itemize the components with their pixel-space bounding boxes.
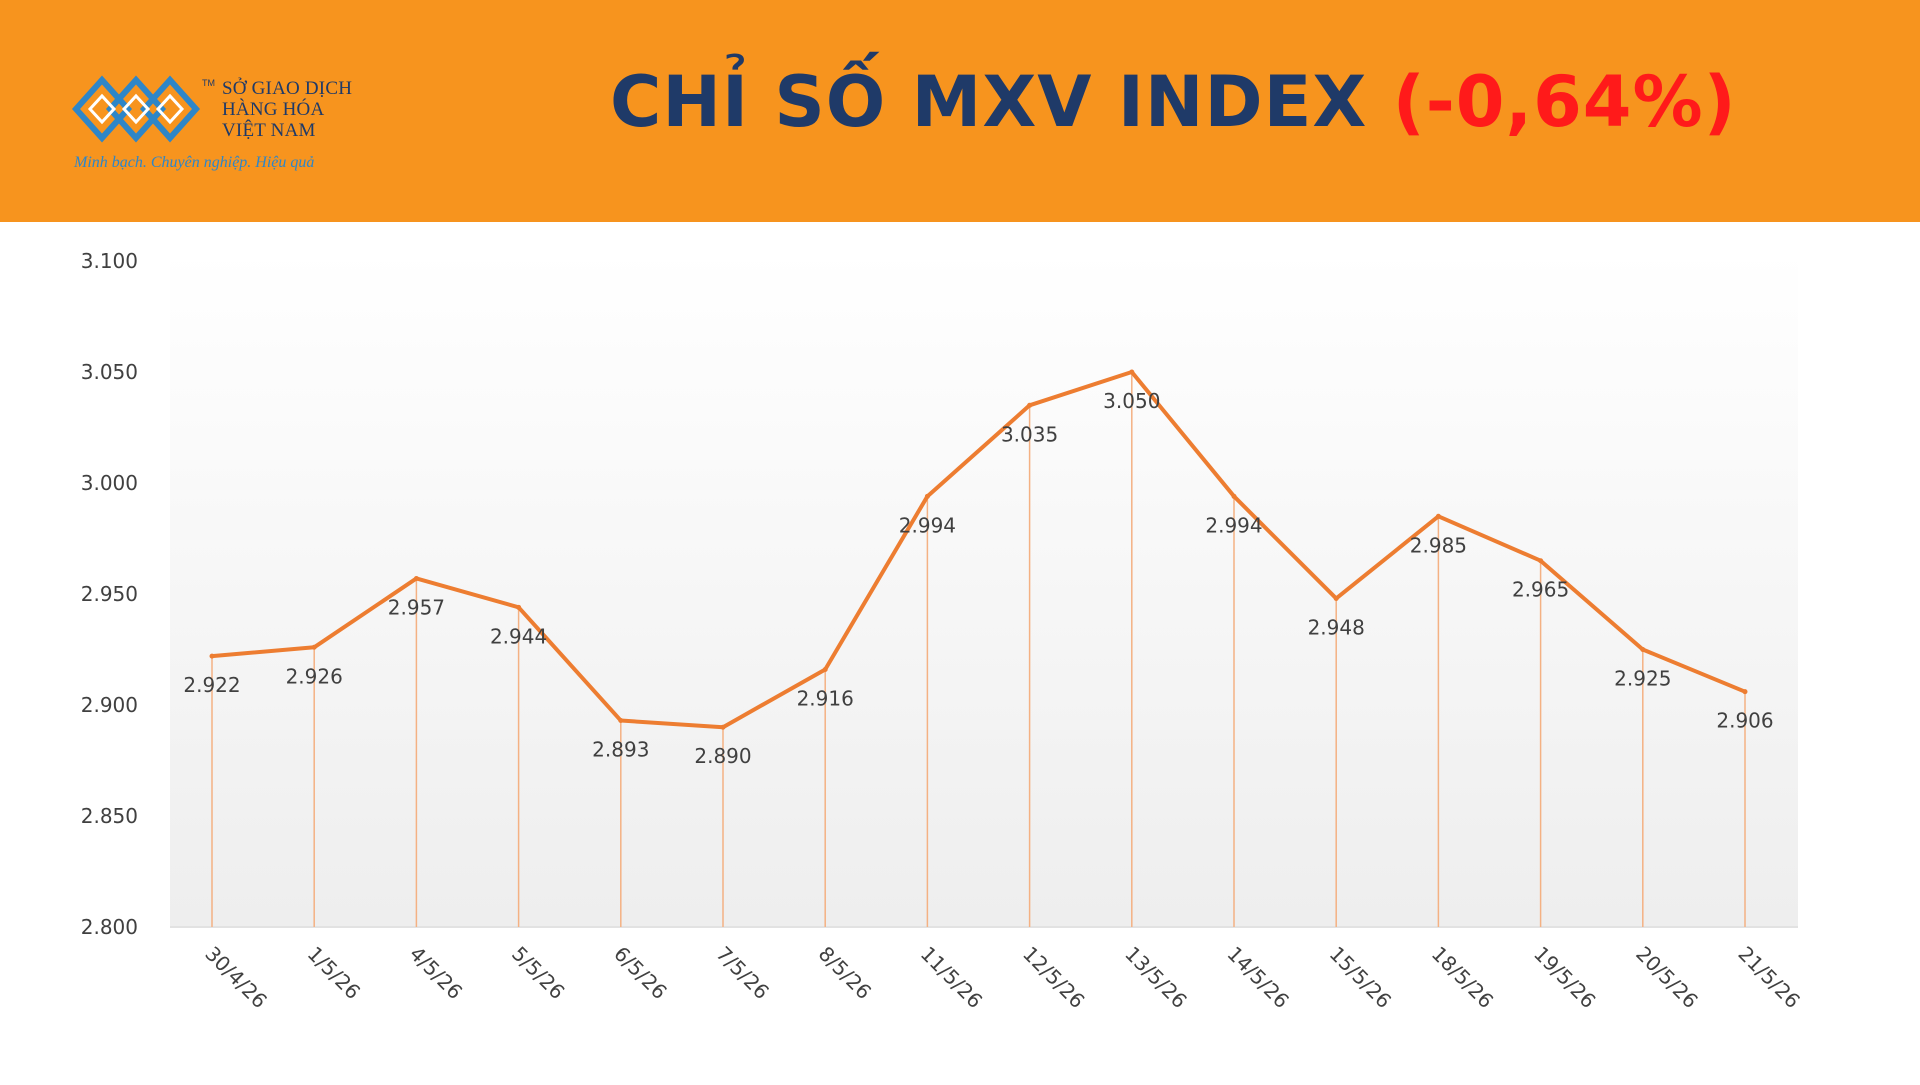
data-point	[1640, 647, 1646, 652]
x-tick-label: 7/5/26	[711, 942, 773, 1004]
data-point	[516, 604, 522, 610]
x-axis: 30/4/26 1/5/26 4/5/26 5/5/26 6/5/26 7/5/26 8/5…	[200, 942, 1804, 1013]
data-label: 2.890	[694, 744, 751, 768]
data-point	[311, 644, 317, 650]
data-label: 3.035	[1001, 422, 1058, 446]
y-tick-label: 2.850	[81, 804, 138, 828]
x-tick-label: 6/5/26	[609, 942, 671, 1004]
data-label: 2.965	[1512, 578, 1569, 602]
x-tick-label: 11/5/26	[916, 942, 987, 1013]
y-tick-label: 3.000	[81, 471, 138, 495]
data-point	[1435, 513, 1441, 519]
data-label: 2.994	[1205, 513, 1262, 537]
data-labels: 2.922 2.926 2.957 2.944 2.893 2.890 2.916 2.994…	[183, 389, 1773, 768]
title-main: CHỈ SỐ MXV INDEX	[610, 61, 1368, 143]
title-change-percent: (-0,64%)	[1392, 61, 1737, 143]
data-label: 3.050	[1103, 389, 1160, 413]
x-tick-label: 13/5/26	[1120, 942, 1191, 1013]
data-point	[720, 724, 726, 730]
x-tick-label: 1/5/26	[303, 942, 365, 1004]
x-tick-label: 30/4/26	[200, 942, 271, 1013]
mxv-index-line-chart: 2.800 2.850 2.900 2.950 3.000 3.050 3.100 2.92…	[81, 249, 1805, 1013]
y-tick-label: 2.800	[81, 915, 138, 939]
x-tick-label: 4/5/26	[405, 942, 467, 1004]
data-point	[1538, 558, 1544, 564]
series-line	[209, 369, 1748, 730]
y-tick-label: 3.100	[81, 249, 138, 273]
trademark-mark: TM	[202, 78, 215, 88]
x-tick-label: 19/5/26	[1529, 942, 1600, 1013]
y-tick-label: 2.950	[81, 582, 138, 606]
x-tick-label: 14/5/26	[1222, 942, 1293, 1013]
x-tick-label: 21/5/26	[1733, 942, 1804, 1013]
logo-name-line-2: HÀNG HÓA	[222, 99, 325, 120]
data-point	[924, 493, 930, 499]
data-label: 2.994	[899, 513, 956, 537]
data-label: 2.957	[388, 595, 445, 619]
drop-lines	[211, 372, 1746, 927]
data-point	[618, 718, 624, 724]
data-label: 2.893	[592, 738, 649, 762]
x-tick-label: 18/5/26	[1427, 942, 1498, 1013]
data-label: 2.916	[797, 686, 854, 710]
plot-background	[170, 250, 1798, 926]
x-tick-label: 20/5/26	[1631, 942, 1702, 1013]
mxv-logo-icon	[72, 75, 201, 143]
data-point	[1129, 369, 1135, 375]
data-label: 2.925	[1614, 667, 1671, 691]
page-title: CHỈ SỐ MXV INDEX (-0,64%)	[610, 62, 1737, 142]
logo-name-line-1: SỞ GIAO DỊCH	[222, 78, 353, 99]
data-label: 2.948	[1308, 615, 1365, 639]
logo-name: SỞ GIAO DỊCH HÀNG HÓA VIỆT NAM	[222, 78, 352, 141]
x-tick-label: 5/5/26	[507, 942, 569, 1004]
data-point	[1742, 689, 1748, 695]
mxv-index-line	[210, 370, 1747, 730]
x-tick-label: 15/5/26	[1325, 942, 1396, 1013]
mxv-logo: TM SỞ GIAO DỊCH HÀNG HÓA VIỆT NAM Minh b…	[72, 74, 372, 184]
data-label: 2.985	[1410, 533, 1467, 557]
data-point	[822, 666, 828, 672]
data-point	[413, 575, 419, 581]
x-tick-label: 8/5/26	[814, 942, 876, 1004]
y-tick-label: 2.900	[81, 693, 138, 717]
data-point	[1231, 493, 1237, 499]
y-axis: 2.800 2.850 2.900 2.950 3.000 3.050 3.100	[81, 249, 1798, 939]
data-point	[1027, 402, 1033, 408]
data-label: 2.944	[490, 624, 547, 648]
y-tick-label: 3.050	[81, 360, 138, 384]
x-tick-label: 12/5/26	[1018, 942, 1089, 1013]
data-label: 2.922	[183, 673, 240, 697]
chart-area: 2.800 2.850 2.900 2.950 3.000 3.050 3.100 2.92…	[0, 222, 1920, 1080]
data-point	[209, 653, 215, 659]
data-label: 2.926	[286, 664, 343, 688]
data-point	[1333, 595, 1339, 601]
logo-tagline: Minh bạch. Chuyên nghiệp. Hiệu quả	[74, 154, 315, 171]
logo-name-line-3: VIỆT NAM	[222, 120, 316, 141]
header-banner: TM SỞ GIAO DỊCH HÀNG HÓA VIỆT NAM Minh b…	[0, 0, 1920, 222]
data-label: 2.906	[1716, 709, 1773, 733]
